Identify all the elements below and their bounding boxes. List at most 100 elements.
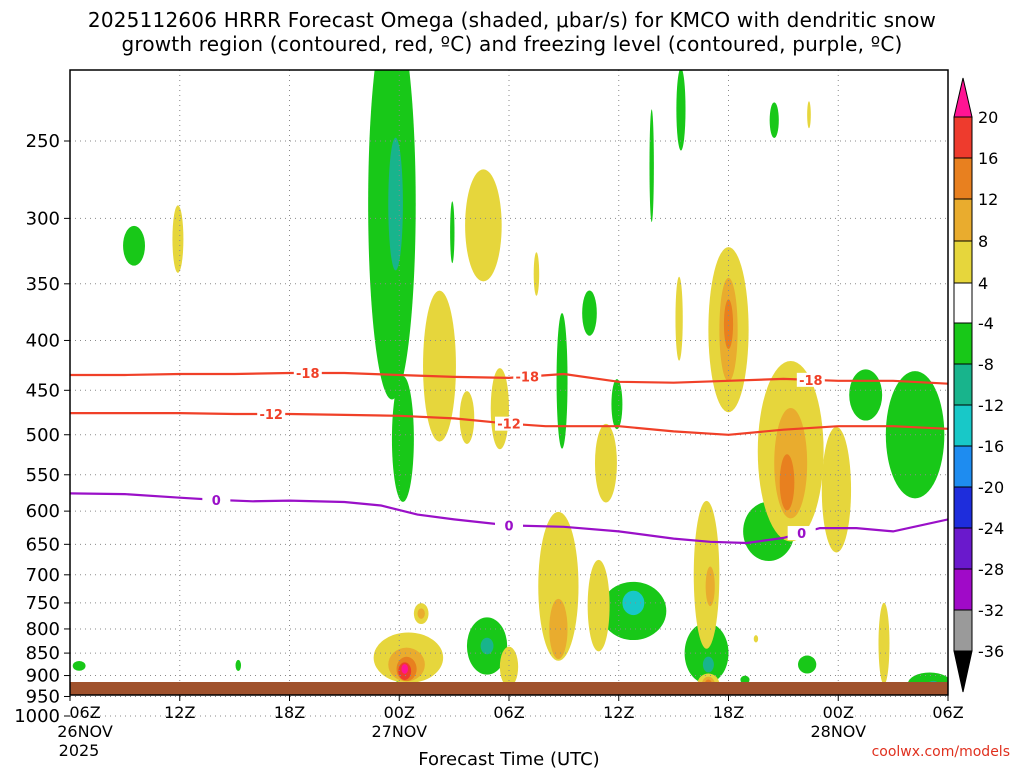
omega-region-ascent-19: [622, 590, 645, 616]
x-tick-label-0: 06Z: [69, 703, 100, 722]
x-tick-label-5: 12Z: [603, 703, 634, 722]
omega-region-ascent-7: [582, 290, 597, 336]
omega-region-descent-46: [821, 426, 852, 553]
x-tick-date-0: 26NOV: [57, 722, 113, 741]
colorbar-band-8: [953, 404, 973, 447]
contour-label-0-1: -18: [516, 371, 540, 386]
omega-region-ascent-28: [740, 675, 750, 685]
contour-label-1-1: -12: [497, 418, 521, 433]
contour-label-bg: [513, 369, 542, 384]
source-credit: coolwx.com/models: [871, 744, 1010, 760]
contour-label-bg: [495, 416, 523, 431]
omega-region-descent-31: [423, 290, 456, 442]
omega-region-descent-32: [465, 169, 502, 282]
x-tick-label-3: 00Z: [384, 703, 415, 722]
colorbar-band-7: [953, 363, 973, 406]
omega-region-ascent-21: [702, 656, 714, 673]
omega-region-descent-65: [878, 602, 890, 685]
omega-region-descent-42: [723, 299, 734, 350]
y-tick-label-850: 850: [26, 643, 60, 664]
contour-label-bg: [495, 518, 523, 533]
y-tick-label-900: 900: [26, 666, 60, 687]
omega-region-descent-39: [807, 101, 811, 129]
contour-label-2-0: 0: [212, 494, 221, 509]
colorbar-band-6: [953, 322, 973, 365]
omega-region-descent-56: [417, 608, 425, 619]
omega-region-ascent-6: [556, 312, 568, 449]
omega-region-ascent-1: [388, 137, 403, 271]
x-axis-label: Forecast Time (UTC): [418, 749, 599, 768]
omega-region-descent-57: [499, 646, 519, 687]
colorbar-label-13: -36: [978, 642, 1004, 661]
omega-region-descent-49: [587, 559, 610, 652]
colorbar-band-10: [953, 486, 973, 529]
x-tick-label-1: 12Z: [164, 703, 195, 722]
ground-surface: [70, 682, 948, 695]
omega-region-descent-36: [594, 423, 617, 503]
colorbar-label-2: 12: [978, 190, 998, 209]
colorbar-label-5: -4: [978, 314, 994, 333]
colorbar-bottom-arrow: [953, 650, 973, 693]
omega-region-ascent-12: [769, 102, 779, 138]
omega-region-descent-30: [172, 205, 184, 273]
y-tick-label-950: 950: [26, 686, 60, 707]
omega-region-ascent-4: [450, 201, 455, 264]
colorbar-label-11: -28: [978, 560, 1004, 579]
colorbar-label-3: 8: [978, 232, 988, 251]
omega-region-descent-54: [401, 664, 409, 674]
x-tick-year-0: 2025: [59, 741, 100, 760]
y-tick-label-350: 350: [26, 274, 60, 295]
colorbar-top-arrow: [953, 77, 973, 118]
omega-region-ascent-29: [775, 695, 788, 701]
omega-region-descent-64: [705, 566, 715, 607]
colorbar-label-12: -32: [978, 601, 1004, 620]
x-tick-label-2: 18Z: [274, 703, 305, 722]
y-tick-label-250: 250: [26, 131, 60, 152]
y-tick-label-600: 600: [26, 501, 60, 522]
omega-region-ascent-8: [611, 379, 623, 430]
colorbar-label-8: -16: [978, 437, 1004, 456]
omega-region-descent-35: [675, 276, 683, 361]
x-tick-date-7: 28NOV: [810, 722, 866, 741]
omega-region-ascent-22: [72, 660, 86, 671]
grid-layer: [70, 70, 948, 717]
contour-label-bg: [796, 372, 825, 387]
omega-region-descent-68: [753, 635, 759, 643]
colorbar-label-7: -12: [978, 396, 1004, 415]
contour-label-bg: [202, 492, 231, 507]
colorbar-band-13: [953, 609, 973, 652]
contour-label-1-0: -12: [259, 408, 283, 423]
colorbar-band-2: [953, 157, 973, 200]
omega-region-ascent-15: [849, 369, 883, 421]
omega-region-descent-45: [779, 454, 795, 511]
contour-label-2-1: 0: [504, 519, 513, 534]
y-tick-label-1000: 1000: [14, 706, 60, 727]
y-tick-label-400: 400: [26, 330, 60, 351]
omega-region-ascent-25: [798, 655, 817, 674]
y-tick-label-750: 750: [26, 593, 60, 614]
y-axis-ticks: 2503003504004505005506006507007508008509…: [14, 131, 70, 727]
colorbar-label-10: -24: [978, 519, 1004, 538]
omega-region-descent-47: [538, 511, 579, 661]
colorbar-label-1: 16: [978, 149, 998, 168]
colorbar-band-12: [953, 568, 973, 611]
omega-region-descent-33: [459, 391, 475, 444]
y-tick-label-700: 700: [26, 565, 60, 586]
omega-shading-layer: [72, 70, 948, 701]
omega-region-ascent-20: [684, 622, 729, 684]
colorbar-band-11: [953, 527, 973, 570]
x-tick-date-3: 27NOV: [371, 722, 427, 741]
omega-region-ascent-10: [676, 70, 686, 151]
contour-label-0-0: -18: [296, 367, 320, 382]
colorbar-band-3: [953, 198, 973, 242]
omega-region-descent-67: [254, 696, 258, 700]
x-tick-label-8: 06Z: [932, 703, 963, 722]
contour-layer: -18 -18 -18 -12 -12 0 0 0: [70, 366, 948, 545]
colorbar-label-4: 4: [978, 274, 988, 293]
omega-region-descent-48: [549, 598, 568, 660]
contour-label-bg: [257, 407, 286, 422]
omega-region-ascent-2: [391, 375, 414, 502]
ground-layer: [70, 682, 948, 695]
chart-title-line-1: 2025112606 HRRR Forecast Omega (shaded, …: [87, 8, 937, 32]
